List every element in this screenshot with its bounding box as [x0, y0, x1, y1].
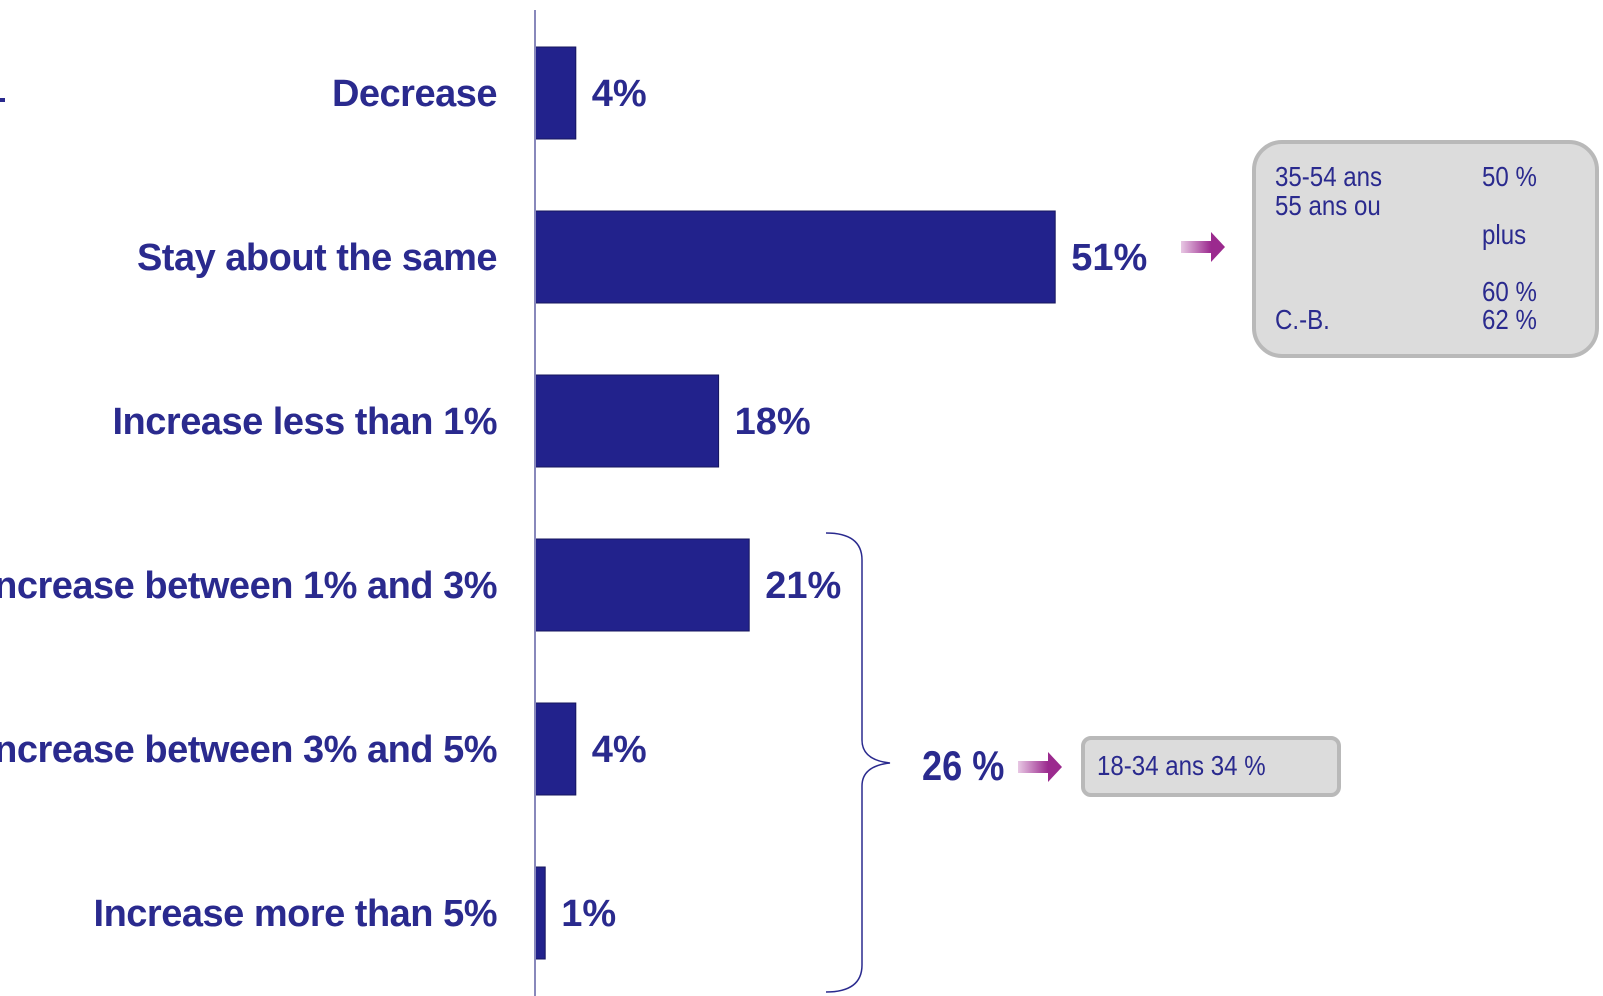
bar-1: [534, 210, 1056, 304]
category-label-3: Increase between 1% and 3%: [0, 565, 497, 607]
value-label-2: 18%: [735, 401, 811, 443]
breakdown-value-62: 62 %: [1482, 304, 1537, 335]
value-label-1: 51%: [1071, 237, 1147, 279]
bar-2: [534, 374, 720, 468]
bar-3: [534, 538, 750, 632]
breakdown-value-50: 50 %: [1482, 161, 1537, 192]
breakdown-age-55-plus: 55 ans ou: [1275, 190, 1381, 221]
breakdown-region-cb: C.-B.: [1275, 304, 1330, 335]
stay-breakdown-box: [1252, 140, 1599, 358]
group-bracket: [825, 532, 891, 993]
category-label-1: Stay about the same: [137, 237, 497, 279]
category-label-2: Increase less than 1%: [113, 401, 498, 443]
edge-mark: [0, 98, 5, 102]
category-label-5: Increase more than 5%: [94, 893, 497, 935]
increase-breakdown-box: [1081, 736, 1341, 797]
breakdown-age-35-54: 35-54 ans: [1275, 161, 1383, 192]
breakdown-value-60: 60 %: [1482, 276, 1537, 307]
value-label-4: 4%: [592, 729, 647, 771]
value-label-0: 4%: [592, 73, 647, 115]
increase-breakdown-text: 18-34 ans 34 %: [1097, 750, 1266, 781]
bar-4: [534, 702, 577, 796]
arrow-to-stay-box: [1181, 232, 1225, 262]
bar-0: [534, 46, 577, 140]
breakdown-plus-text: plus: [1482, 219, 1527, 250]
bracket-total: 26 %: [922, 742, 1005, 789]
category-label-4: Increase between 3% and 5%: [0, 729, 497, 771]
category-label-0: Decrease: [332, 73, 497, 115]
arrow-to-increase-box: [1018, 752, 1062, 782]
bar-5: [534, 866, 546, 960]
value-label-3: 21%: [765, 565, 841, 607]
value-label-5: 1%: [561, 893, 616, 935]
